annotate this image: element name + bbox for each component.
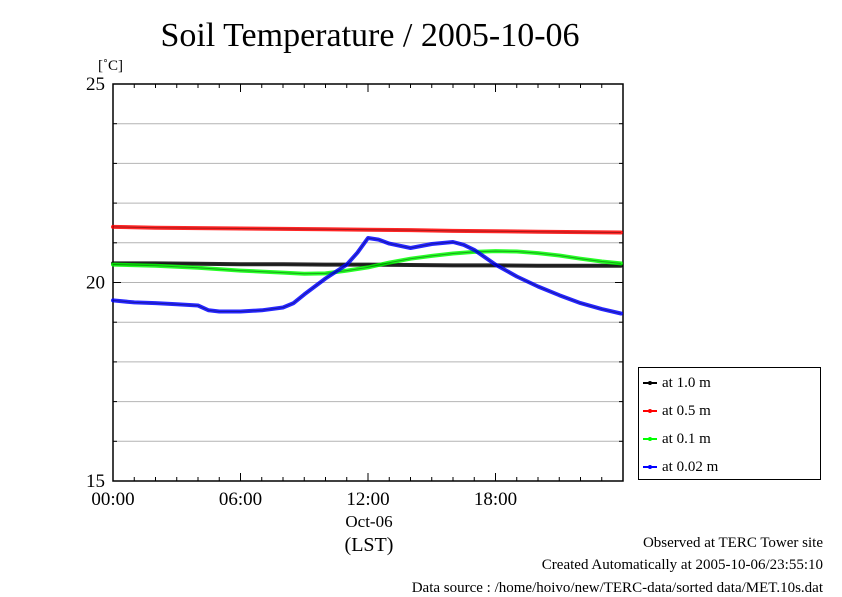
footer-observed-site: Observed at TERC Tower site (642, 535, 823, 551)
x-tick-label: 06:00 (219, 489, 262, 510)
series-line-0 (111, 261, 623, 268)
x-axis-label: (LST) (345, 534, 394, 556)
y-tick-label: 15 (86, 471, 105, 492)
series-layer (111, 224, 623, 316)
y-tick-label: 20 (86, 273, 105, 294)
legend-swatch-002m (643, 462, 657, 472)
chart-title: Soil Temperature / 2005-10-06 (160, 17, 579, 54)
legend-label-05m: at 0.5 m (662, 402, 711, 419)
series-line-core-3 (112, 237, 622, 314)
x-tick-label: 12:00 (346, 489, 389, 510)
legend-swatch-05m (643, 406, 657, 416)
legend-label-01m: at 0.1 m (662, 430, 711, 447)
series-line-2 (111, 249, 623, 276)
series-line-core-2 (112, 250, 621, 275)
series-line-1 (111, 224, 623, 235)
y-axis-unit-label: [˚C] (98, 58, 123, 74)
legend: at 1.0 m at 0.5 m at 0.1 m at 0.02 m (638, 367, 821, 480)
legend-label-002m: at 0.02 m (662, 458, 719, 475)
y-tick-label: 25 (86, 74, 105, 95)
legend-item-1m: at 1.0 m (643, 373, 711, 393)
legend-item-05m: at 0.5 m (643, 401, 711, 421)
legend-swatch-01m (643, 434, 657, 444)
x-tick-label: 18:00 (474, 489, 517, 510)
x-axis: 00:00 06:00 12:00 18:00 (91, 84, 624, 510)
legend-swatch-1m (643, 378, 657, 388)
series-line-core-1 (112, 226, 621, 233)
legend-item-01m: at 0.1 m (643, 429, 711, 449)
footer-data-source: Data source : /home/hoivo/new/TERC-data/… (411, 580, 823, 596)
x-axis-date-label: Oct-06 (345, 512, 392, 531)
footer-created-timestamp: Created Automatically at 2005-10-06/23:5… (541, 557, 823, 573)
series-line-core-0 (113, 262, 621, 267)
y-axis: 25 20 15 (86, 74, 623, 492)
grid-lines (113, 123, 623, 442)
legend-label-1m: at 1.0 m (662, 374, 711, 391)
legend-item-002m: at 0.02 m (643, 457, 718, 477)
x-tick-label: 00:00 (91, 489, 134, 510)
series-line-3 (111, 236, 623, 316)
